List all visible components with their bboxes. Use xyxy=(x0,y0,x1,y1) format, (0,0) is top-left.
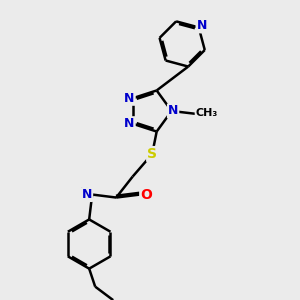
Text: N: N xyxy=(82,188,92,201)
Text: N: N xyxy=(124,117,135,130)
Text: S: S xyxy=(147,147,157,161)
Text: O: O xyxy=(140,188,152,202)
Text: N: N xyxy=(196,20,207,32)
Text: N: N xyxy=(168,104,178,118)
Text: CH₃: CH₃ xyxy=(196,107,218,118)
Text: N: N xyxy=(124,92,135,105)
Text: H: H xyxy=(80,187,89,196)
